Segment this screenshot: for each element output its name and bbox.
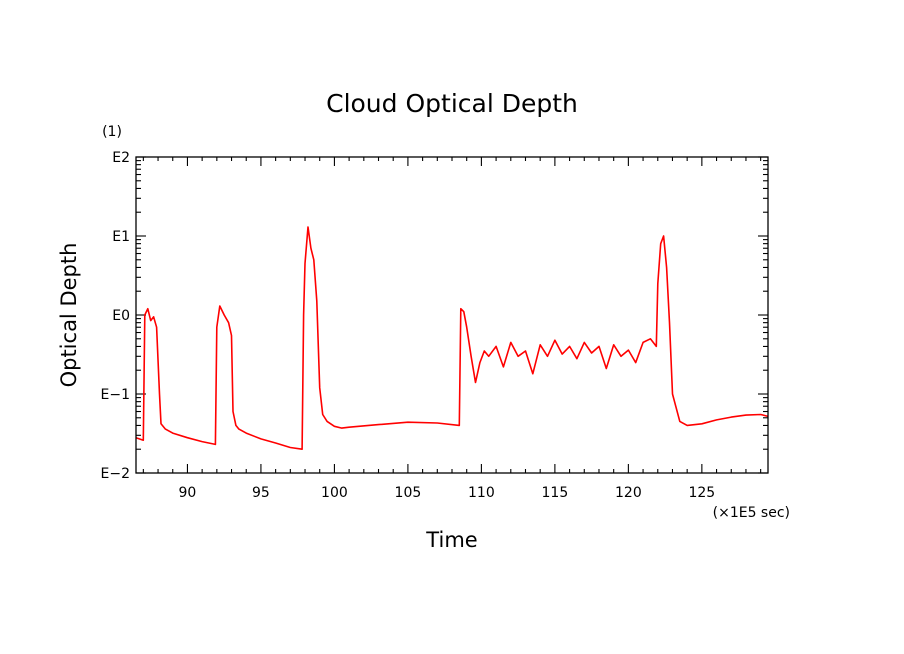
y-axis-title: Optical Depth xyxy=(57,243,81,388)
x-axis-title: Time xyxy=(425,528,477,552)
y-tick-label: E−1 xyxy=(101,387,130,403)
x-tick-label: 125 xyxy=(688,485,715,501)
plot-area xyxy=(135,226,769,451)
optical-depth-series-line xyxy=(135,226,769,451)
x-tick-label: 115 xyxy=(542,485,569,501)
x-tick-label: 110 xyxy=(468,485,495,501)
y-tick-label: E1 xyxy=(112,229,130,245)
y-tick-label: E−2 xyxy=(101,466,130,482)
x-tick-label: 100 xyxy=(321,485,348,501)
plot-frame xyxy=(135,156,769,474)
chart-title: Cloud Optical Depth xyxy=(326,89,578,118)
tick-labels: 90 95 100 105 110 115 120 125 E−2 E−1 E0 E1 E2 xyxy=(101,150,716,501)
y-tick-label: E0 xyxy=(112,308,130,324)
x-tick-label: 95 xyxy=(252,485,270,501)
axis-ticks xyxy=(136,156,768,474)
x-tick-label: 90 xyxy=(179,485,197,501)
x-units-label: (×1E5 sec) xyxy=(713,505,790,521)
x-tick-label: 105 xyxy=(395,485,422,501)
y-tick-label: E2 xyxy=(112,150,130,166)
y-scale-label: (1) xyxy=(102,124,122,140)
x-tick-label: 120 xyxy=(615,485,642,501)
